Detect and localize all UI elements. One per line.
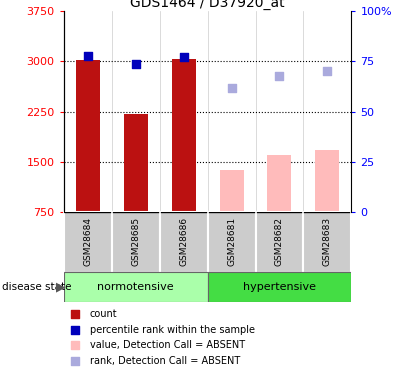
Bar — [64, 212, 112, 272]
Bar — [256, 212, 303, 272]
Text: GSM28685: GSM28685 — [131, 217, 140, 266]
Bar — [64, 272, 208, 302]
Point — [72, 342, 79, 348]
Bar — [208, 272, 351, 302]
Text: GSM28681: GSM28681 — [227, 217, 236, 266]
Bar — [124, 114, 148, 212]
Bar — [76, 60, 100, 212]
Text: hypertensive: hypertensive — [243, 282, 316, 292]
Bar — [172, 59, 196, 212]
Point — [72, 311, 79, 317]
Bar — [112, 212, 159, 272]
Text: percentile rank within the sample: percentile rank within the sample — [90, 325, 254, 334]
Point — [276, 73, 283, 79]
Text: GSM28682: GSM28682 — [275, 217, 284, 266]
Text: disease state: disease state — [2, 282, 72, 292]
Point — [132, 61, 139, 67]
Point — [324, 68, 331, 74]
Text: value, Detection Call = ABSENT: value, Detection Call = ABSENT — [90, 340, 245, 350]
Point — [180, 54, 187, 60]
Point — [228, 85, 235, 91]
Point — [72, 327, 79, 333]
Text: count: count — [90, 309, 117, 320]
Title: GDS1464 / D37920_at: GDS1464 / D37920_at — [130, 0, 285, 10]
Bar — [315, 150, 339, 212]
Bar — [303, 212, 351, 272]
Bar — [268, 155, 291, 212]
Point — [84, 53, 91, 59]
Text: rank, Detection Call = ABSENT: rank, Detection Call = ABSENT — [90, 356, 240, 366]
Point — [72, 358, 79, 364]
Bar — [219, 170, 243, 212]
Text: GSM28684: GSM28684 — [83, 217, 92, 266]
Bar — [159, 212, 208, 272]
Text: GSM28686: GSM28686 — [179, 217, 188, 266]
Text: GSM28683: GSM28683 — [323, 217, 332, 266]
Bar — [208, 212, 256, 272]
Text: ▶: ▶ — [55, 280, 65, 293]
Text: normotensive: normotensive — [97, 282, 174, 292]
